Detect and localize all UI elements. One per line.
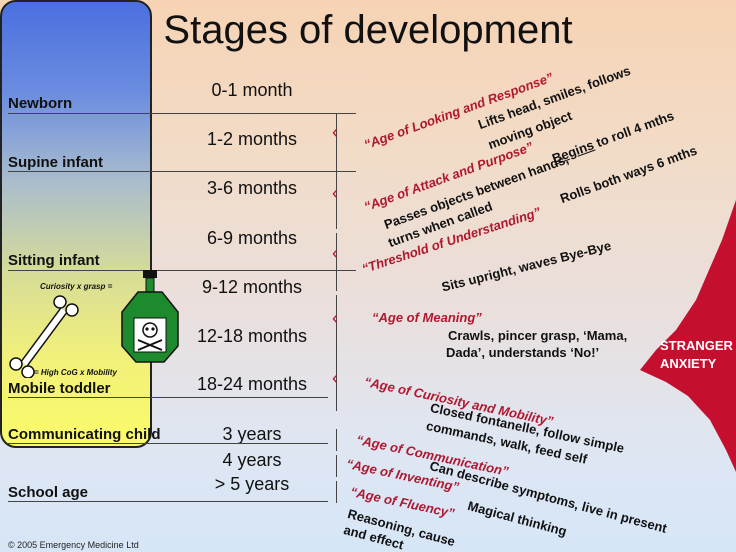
age-label: 3-6 months — [206, 178, 298, 198]
bracket-line — [336, 429, 337, 451]
bracket-line — [336, 295, 337, 353]
divider-line — [8, 443, 328, 444]
stage-newborn: Newborn — [8, 95, 73, 112]
bracket-line — [336, 353, 337, 411]
bracket-line — [336, 113, 337, 171]
phrase-meaning: “Age of Meaning” — [372, 310, 482, 325]
poison-bottle-icon — [121, 270, 179, 363]
age-label: 9-12 months — [201, 277, 303, 297]
brace-mark: ‹ — [332, 122, 338, 142]
stage-mobile-toddler: Mobile toddler — [8, 380, 111, 397]
divider-line — [8, 171, 356, 172]
page-title: Stages of development — [163, 8, 573, 52]
divider-line — [8, 501, 328, 502]
bone-icon — [9, 295, 79, 378]
bracket-line — [336, 455, 337, 477]
divider-line — [8, 397, 328, 398]
milestone-dada: Dada’, understands ‘No!’ — [446, 345, 600, 360]
cog-mobility-label: = High CoG x Mobility — [34, 368, 117, 377]
milestone-sits: Sits upright, waves Bye-Bye — [440, 237, 613, 295]
anxiety-label: ANXIETY — [660, 356, 717, 371]
bracket-line — [336, 481, 337, 503]
copyright-footer: © 2005 Emergency Medicine Ltd — [8, 540, 139, 550]
stranger-anxiety-shape — [640, 200, 736, 472]
age-label: > 5 years — [214, 474, 290, 494]
roll4-text: to roll 4 mths — [590, 108, 676, 152]
divider-line — [8, 113, 356, 114]
brace-mark: ‹ — [332, 243, 338, 263]
age-label: 6-9 months — [206, 228, 298, 248]
stranger-label: STRANGER — [660, 338, 733, 353]
age-label: 18-24 months — [196, 374, 308, 394]
bracket-line — [336, 233, 337, 291]
curiosity-label: Curiosity x grasp = — [40, 282, 113, 291]
stage-supine-infant: Supine infant — [8, 154, 103, 171]
age-label: 1-2 months — [206, 129, 298, 149]
age-label: 0-1 month — [211, 80, 293, 100]
stage-communicating-child: Communicating child — [8, 426, 161, 443]
brace-mark: ‹ — [332, 368, 338, 388]
divider-line — [8, 270, 356, 271]
stage-school-age: School age — [8, 484, 89, 501]
brace-mark: ‹ — [332, 308, 338, 328]
age-label: 12-18 months — [196, 326, 308, 346]
brace-mark: ‹ — [332, 183, 338, 203]
bracket-line — [336, 171, 337, 229]
age-label: 3 years — [222, 424, 282, 444]
age-label: 4 years — [222, 450, 282, 470]
stage-sitting-infant: Sitting infant — [8, 252, 100, 269]
milestone-crawls: Crawls, pincer grasp, ‘Mama, — [448, 328, 628, 343]
